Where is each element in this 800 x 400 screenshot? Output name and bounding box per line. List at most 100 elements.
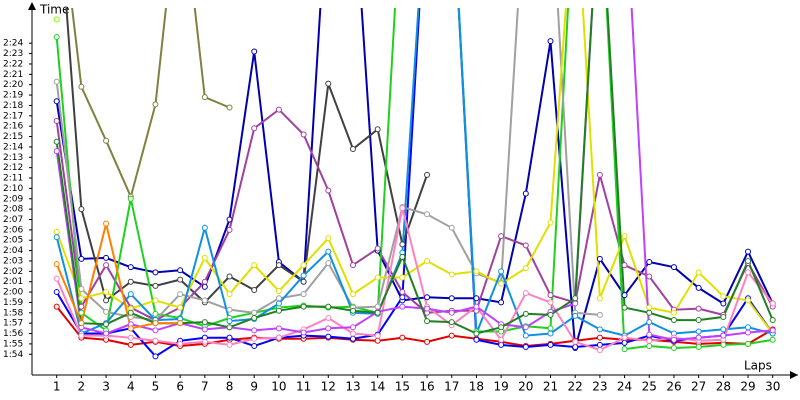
series-line <box>55 223 181 330</box>
lap-point <box>720 313 727 320</box>
x-tick-label: 23 <box>592 380 607 394</box>
lap-point <box>547 299 554 306</box>
lap-point <box>78 320 85 327</box>
lap-point <box>226 216 233 223</box>
lap-point <box>424 294 431 301</box>
lap-point <box>103 308 110 315</box>
lap-point <box>251 327 258 334</box>
lap-point <box>53 148 60 155</box>
lap-point <box>152 320 159 327</box>
lap-point <box>399 334 406 341</box>
lap-point <box>251 286 258 293</box>
y-tick-label: 2:23 <box>3 49 23 59</box>
lap-point <box>53 16 60 23</box>
y-tick-label: 1:58 <box>3 308 23 318</box>
series-line <box>55 108 774 322</box>
lap-point <box>275 300 282 307</box>
lap-point <box>152 269 159 276</box>
y-axis-label: Time <box>39 3 69 17</box>
lap-point <box>325 235 332 242</box>
x-tick-label: 28 <box>716 380 731 394</box>
lap-point <box>325 248 332 255</box>
lap-point <box>745 329 752 336</box>
lap-point <box>53 303 60 310</box>
lap-point <box>349 335 356 342</box>
lap-point <box>374 126 381 133</box>
lap-point <box>103 321 110 328</box>
lap-point <box>325 187 332 194</box>
lap-point <box>473 295 480 302</box>
lap-point <box>127 278 134 285</box>
lap-point <box>349 307 356 314</box>
x-tick-label: 26 <box>666 380 681 394</box>
lap-point <box>572 312 579 319</box>
lap-point <box>670 264 677 271</box>
lap-point <box>53 228 60 235</box>
lap-point <box>374 245 381 252</box>
lap-point <box>127 325 134 332</box>
x-tick-label: 10 <box>271 380 286 394</box>
y-tick-label: 2:18 <box>3 101 23 111</box>
series-line <box>55 8 774 349</box>
lap-point <box>448 295 455 302</box>
lap-point <box>473 336 480 343</box>
lap-point <box>177 304 184 311</box>
y-tick-label: 1:56 <box>3 329 23 339</box>
lap-point <box>646 309 653 316</box>
plot-area <box>53 8 776 360</box>
x-tick-label: 24 <box>617 380 632 394</box>
lap-point <box>522 190 529 197</box>
lap-point <box>275 295 282 302</box>
lap-point <box>745 324 752 331</box>
lap-point <box>448 271 455 278</box>
lap-point <box>226 324 233 331</box>
x-tick-label: 12 <box>321 380 336 394</box>
y-tick-label: 1:54 <box>3 350 23 360</box>
y-tick-label: 2:10 <box>3 184 23 194</box>
x-tick-label: 22 <box>568 380 583 394</box>
lap-point <box>498 280 505 287</box>
lap-point <box>646 331 653 338</box>
lap-point <box>670 345 677 352</box>
lap-point <box>300 262 307 269</box>
lap-point <box>78 255 85 262</box>
y-tick-label: 2:00 <box>3 288 23 298</box>
lap-point <box>152 101 159 108</box>
x-tick-label: 16 <box>419 380 434 394</box>
lap-point <box>547 38 554 45</box>
y-tick-label: 2:17 <box>3 111 23 121</box>
lap-point <box>177 276 184 283</box>
lap-point <box>300 329 307 336</box>
lap-point <box>399 303 406 310</box>
lap-point <box>226 291 233 298</box>
x-tick-label: 13 <box>345 380 360 394</box>
lap-point <box>226 306 233 313</box>
lap-point <box>646 304 653 311</box>
lap-point <box>127 264 134 271</box>
lap-point <box>399 205 406 212</box>
lap-point <box>646 337 653 344</box>
x-axis-arrow <box>790 371 798 379</box>
lap-point <box>547 341 554 348</box>
lap-point <box>251 262 258 269</box>
lap-point <box>498 268 505 275</box>
lap-point <box>53 34 60 41</box>
x-tick-label: 3 <box>102 380 110 394</box>
lap-point <box>201 338 208 345</box>
lap-point <box>720 326 727 333</box>
lap-point <box>374 303 381 310</box>
lap-point <box>621 334 628 341</box>
x-tick-label: 18 <box>469 380 484 394</box>
x-tick-label: 27 <box>691 380 706 394</box>
series-line <box>55 8 774 335</box>
lap-point <box>498 341 505 348</box>
lap-point <box>522 332 529 339</box>
lap-point <box>103 220 110 227</box>
series-line <box>55 8 773 341</box>
lap-point <box>498 324 505 331</box>
lap-point <box>745 269 752 276</box>
lap-point <box>251 335 258 342</box>
lap-point <box>596 347 603 354</box>
lap-point <box>448 309 455 316</box>
x-tick-label: 6 <box>176 380 184 394</box>
